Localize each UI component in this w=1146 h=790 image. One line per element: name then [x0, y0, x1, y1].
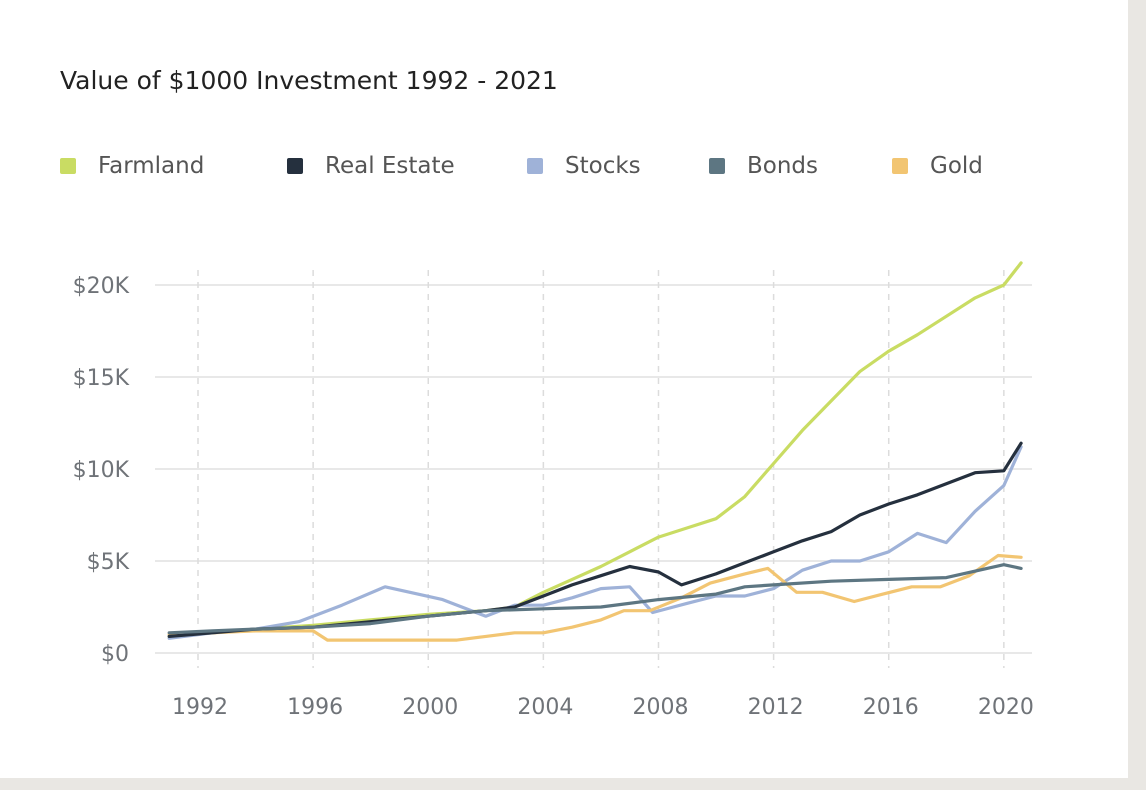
legend-label: Bonds: [747, 153, 819, 179]
legend-swatch: [287, 158, 303, 174]
legend-item-gold[interactable]: Gold: [892, 148, 983, 184]
legend-label: Farmland: [98, 153, 205, 179]
legend-label: Gold: [930, 153, 983, 179]
x-tick-label: 2020: [978, 695, 1034, 720]
x-tick-label: 2012: [748, 695, 804, 720]
legend-swatch: [892, 158, 908, 174]
legend-label: Real Estate: [325, 153, 455, 179]
y-tick-label: $15K: [73, 366, 130, 391]
legend-swatch: [60, 158, 76, 174]
legend-item-bonds[interactable]: Bonds: [709, 148, 818, 184]
chart-title: Value of $1000 Investment 1992 - 2021: [60, 66, 558, 95]
legend-item-farmland[interactable]: Farmland: [60, 148, 204, 184]
x-tick-label: 2016: [863, 695, 919, 720]
tick-label-layer: $0 $5K $10K $15K $20K 1992 1996 2000 2004 2008 201…: [73, 274, 1034, 720]
x-tick-label: 2008: [632, 695, 688, 720]
x-tick-label: 2000: [402, 695, 458, 720]
y-tick-label: $0: [101, 642, 129, 667]
x-tick-label: 1996: [287, 695, 343, 720]
legend-label: Stocks: [565, 153, 641, 179]
legend-swatch: [527, 158, 543, 174]
series-line-bonds: [167, 563, 1023, 635]
series-line-gold: [167, 553, 1023, 642]
chart-card: Value of $1000 Investment 1992 - 2021 Fa…: [0, 0, 1128, 778]
legend-item-real-estate[interactable]: Real Estate: [287, 148, 455, 184]
legend-item-stocks[interactable]: Stocks: [527, 148, 641, 184]
y-tick-label: $5K: [87, 550, 130, 575]
series-line-stocks: [167, 445, 1023, 640]
legend-swatch: [709, 158, 725, 174]
y-tick-label: $20K: [73, 274, 130, 299]
x-tick-label: 2004: [517, 695, 573, 720]
y-tick-label: $10K: [73, 458, 130, 483]
series-line-farmland: [167, 261, 1023, 638]
x-tick-label: 1992: [172, 695, 228, 720]
grid-layer: [155, 270, 1032, 668]
line-chart: $0 $5K $10K $15K $20K 1992 1996 2000 2004 2008 201…: [73, 261, 1034, 720]
series-layer: [167, 261, 1023, 642]
